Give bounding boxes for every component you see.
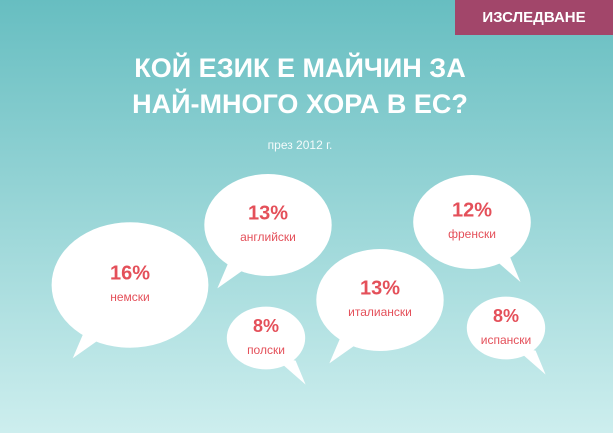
bubble [226, 306, 306, 370]
bubble [466, 296, 546, 360]
category-label: испански [481, 333, 531, 347]
value-label: 13% [248, 202, 288, 224]
category-label: полски [247, 343, 285, 357]
bubble [51, 222, 209, 348]
title-line: НАЙ-МНОГО ХОРА В ЕС? [132, 88, 468, 119]
title-line: КОЙ ЕЗИК Е МАЙЧИН ЗА [134, 52, 465, 83]
value-label: 13% [360, 277, 400, 299]
bubble [204, 174, 332, 276]
subtitle: през 2012 г. [268, 138, 333, 152]
category-label: немски [110, 290, 150, 304]
tag-box [455, 0, 613, 35]
category-label: английски [240, 230, 296, 244]
tag: ИЗСЛЕДВАНЕ [482, 9, 585, 26]
category-label: френски [448, 227, 496, 241]
category-label: италиански [348, 305, 412, 319]
bubble-tail [488, 253, 521, 282]
value-label: 16% [110, 262, 150, 284]
bubble [316, 249, 444, 351]
value-label: 12% [452, 199, 492, 221]
value-label: 8% [253, 316, 279, 336]
bubble [413, 174, 531, 270]
value-label: 8% [493, 306, 519, 326]
